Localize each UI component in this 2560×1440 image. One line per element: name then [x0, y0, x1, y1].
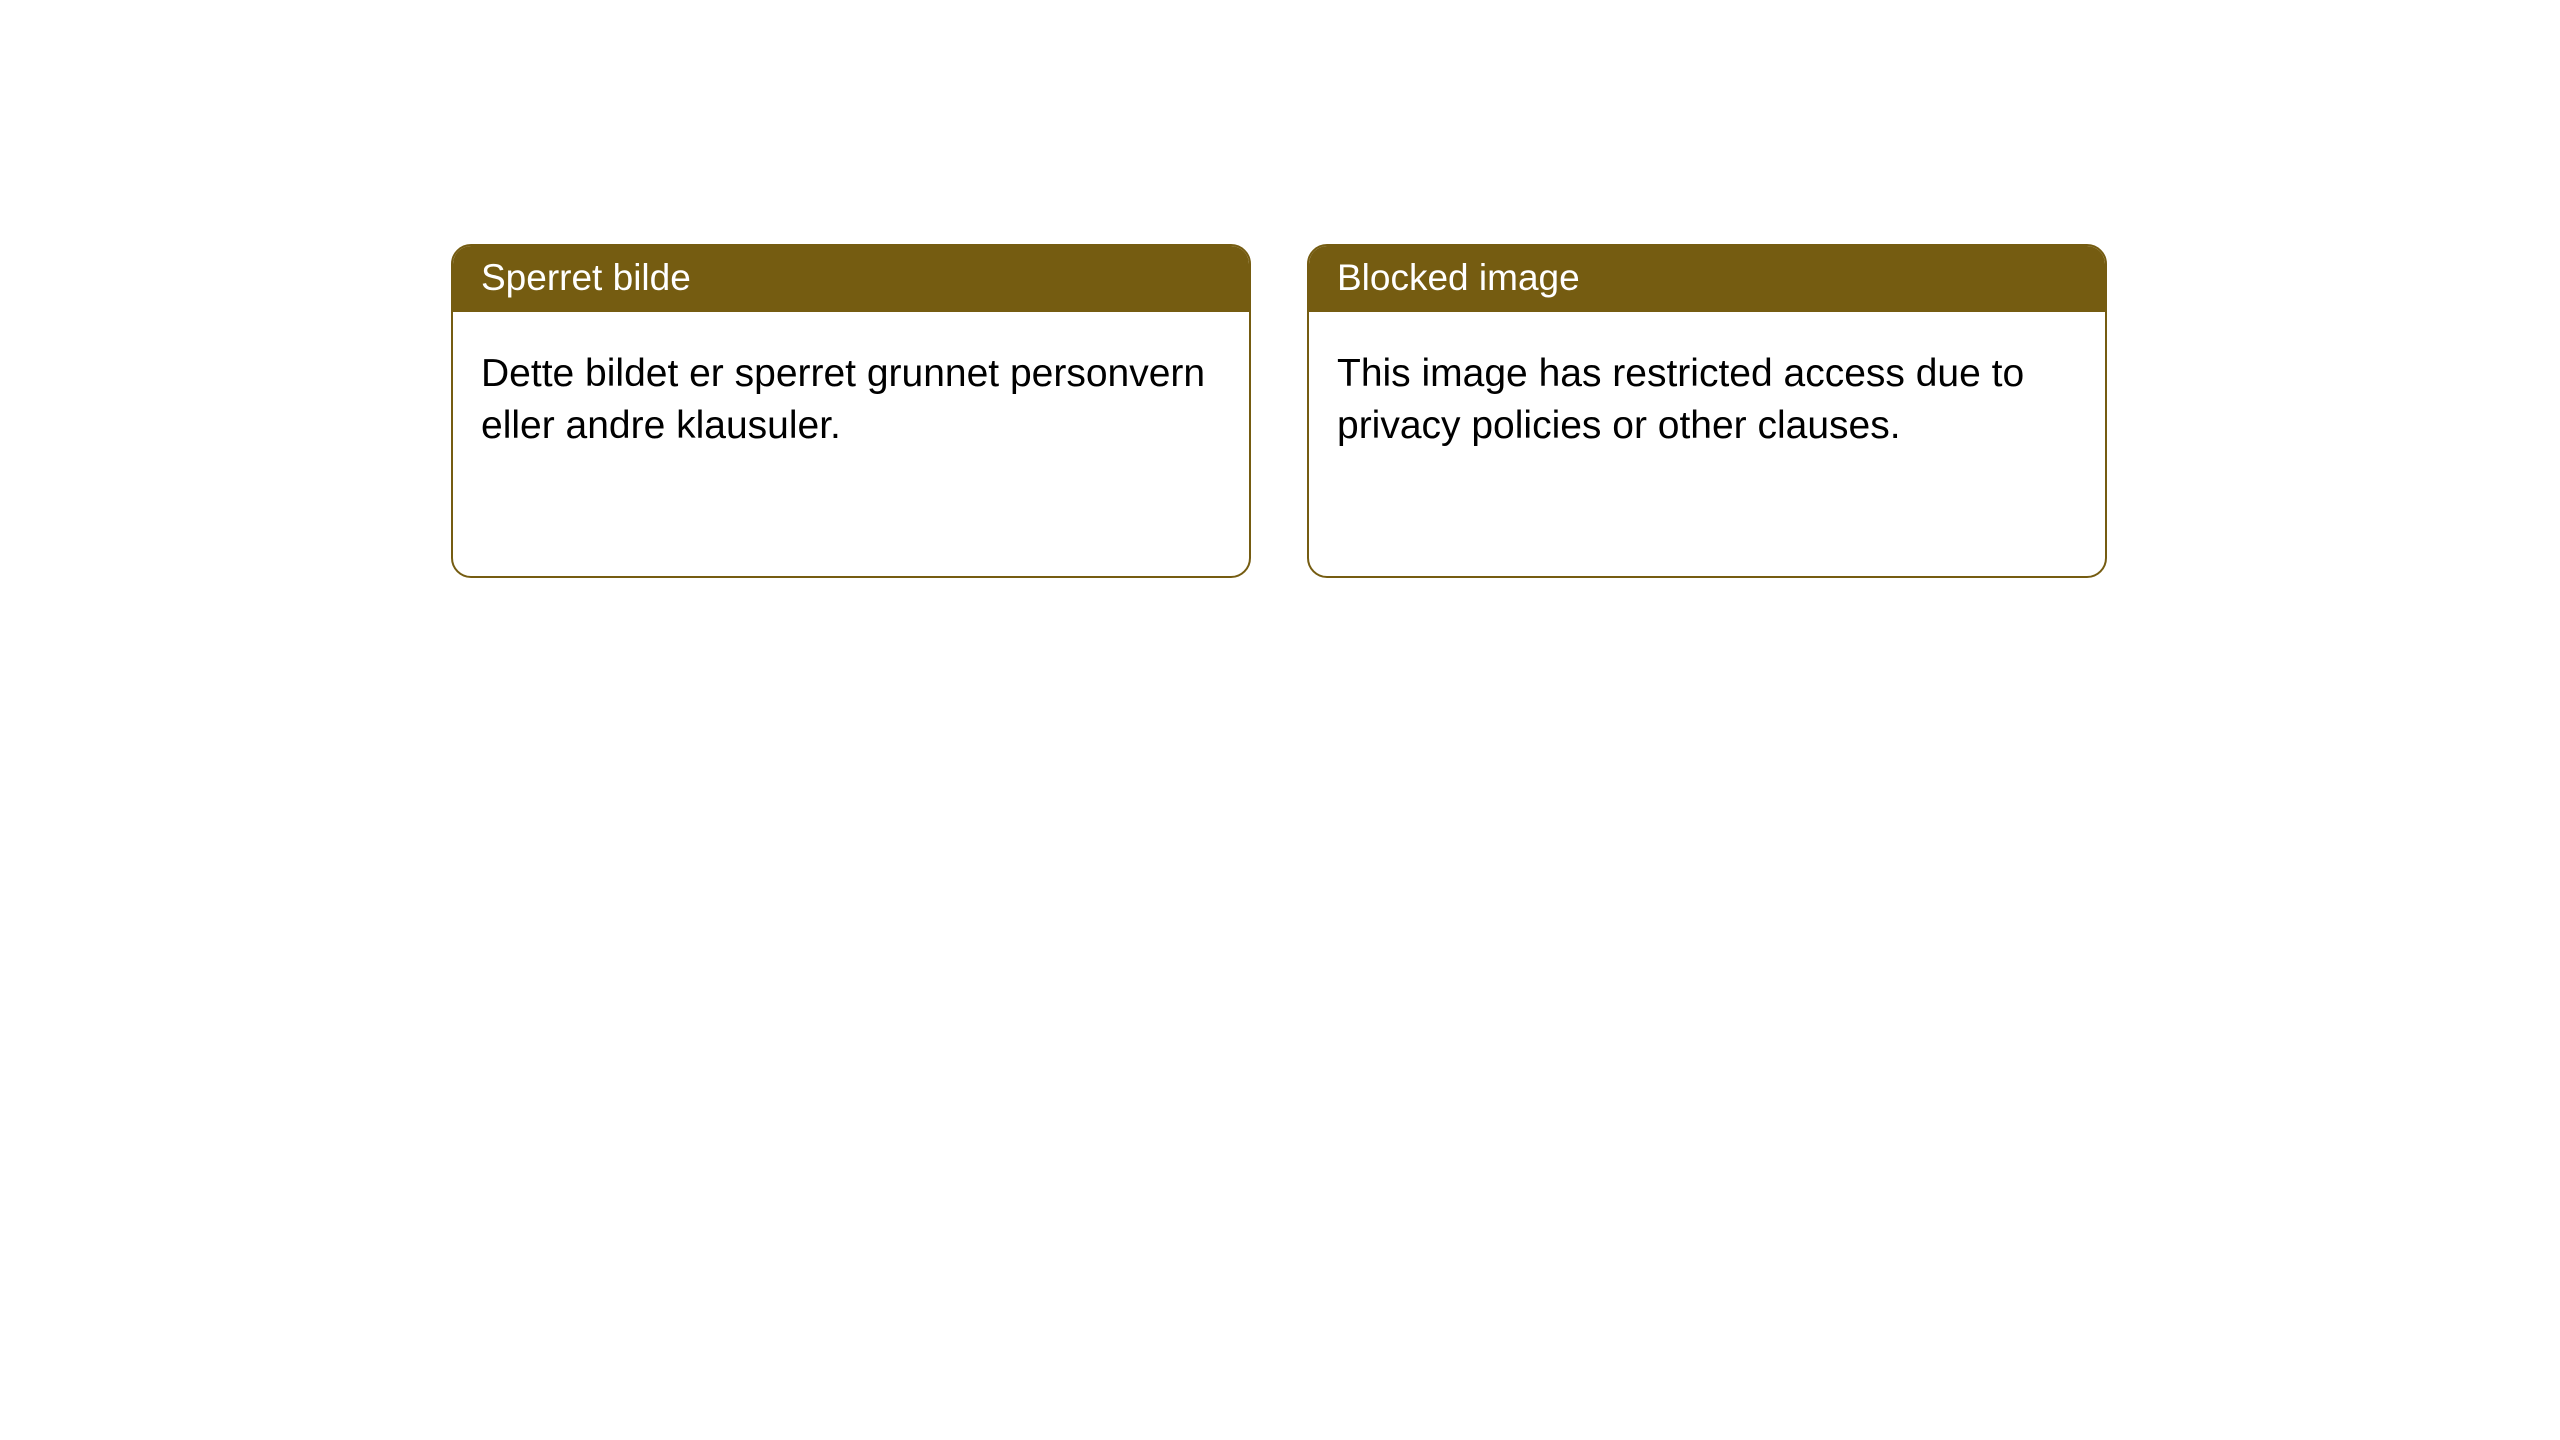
- blocked-image-card-no: Sperret bilde Dette bildet er sperret gr…: [451, 244, 1251, 578]
- card-body: This image has restricted access due to …: [1309, 312, 2105, 488]
- card-header: Blocked image: [1309, 246, 2105, 312]
- card-body: Dette bildet er sperret grunnet personve…: [453, 312, 1249, 488]
- notice-container: Sperret bilde Dette bildet er sperret gr…: [0, 0, 2560, 578]
- blocked-image-card-en: Blocked image This image has restricted …: [1307, 244, 2107, 578]
- card-header: Sperret bilde: [453, 246, 1249, 312]
